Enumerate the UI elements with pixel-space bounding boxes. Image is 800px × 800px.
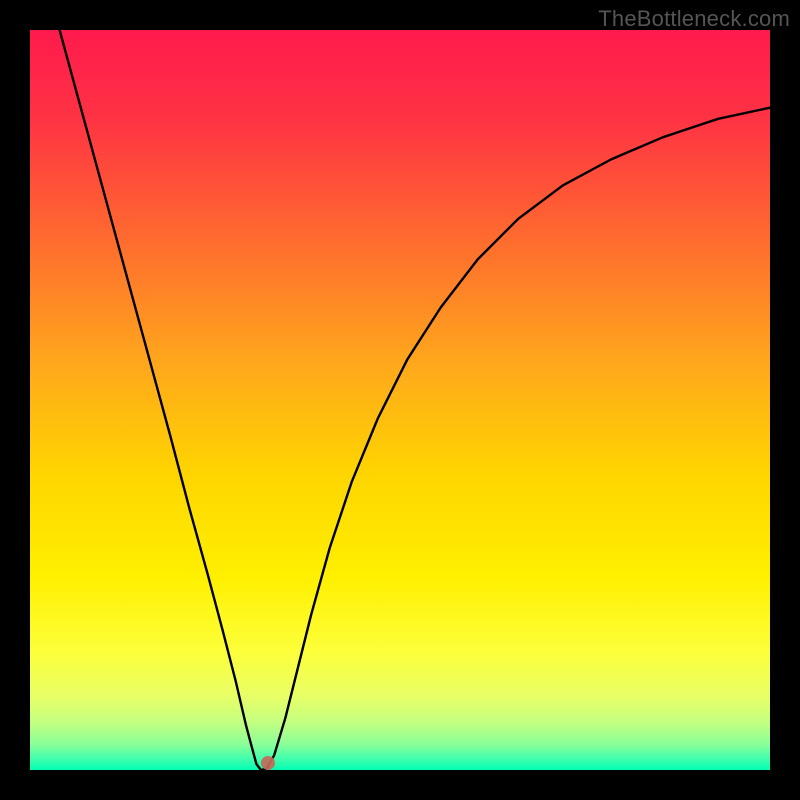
watermark-text: TheBottleneck.com xyxy=(598,6,790,32)
curve-layer xyxy=(30,30,770,770)
bottleneck-curve xyxy=(60,30,770,770)
plot-area xyxy=(30,30,770,770)
optimal-point-marker xyxy=(261,756,275,770)
